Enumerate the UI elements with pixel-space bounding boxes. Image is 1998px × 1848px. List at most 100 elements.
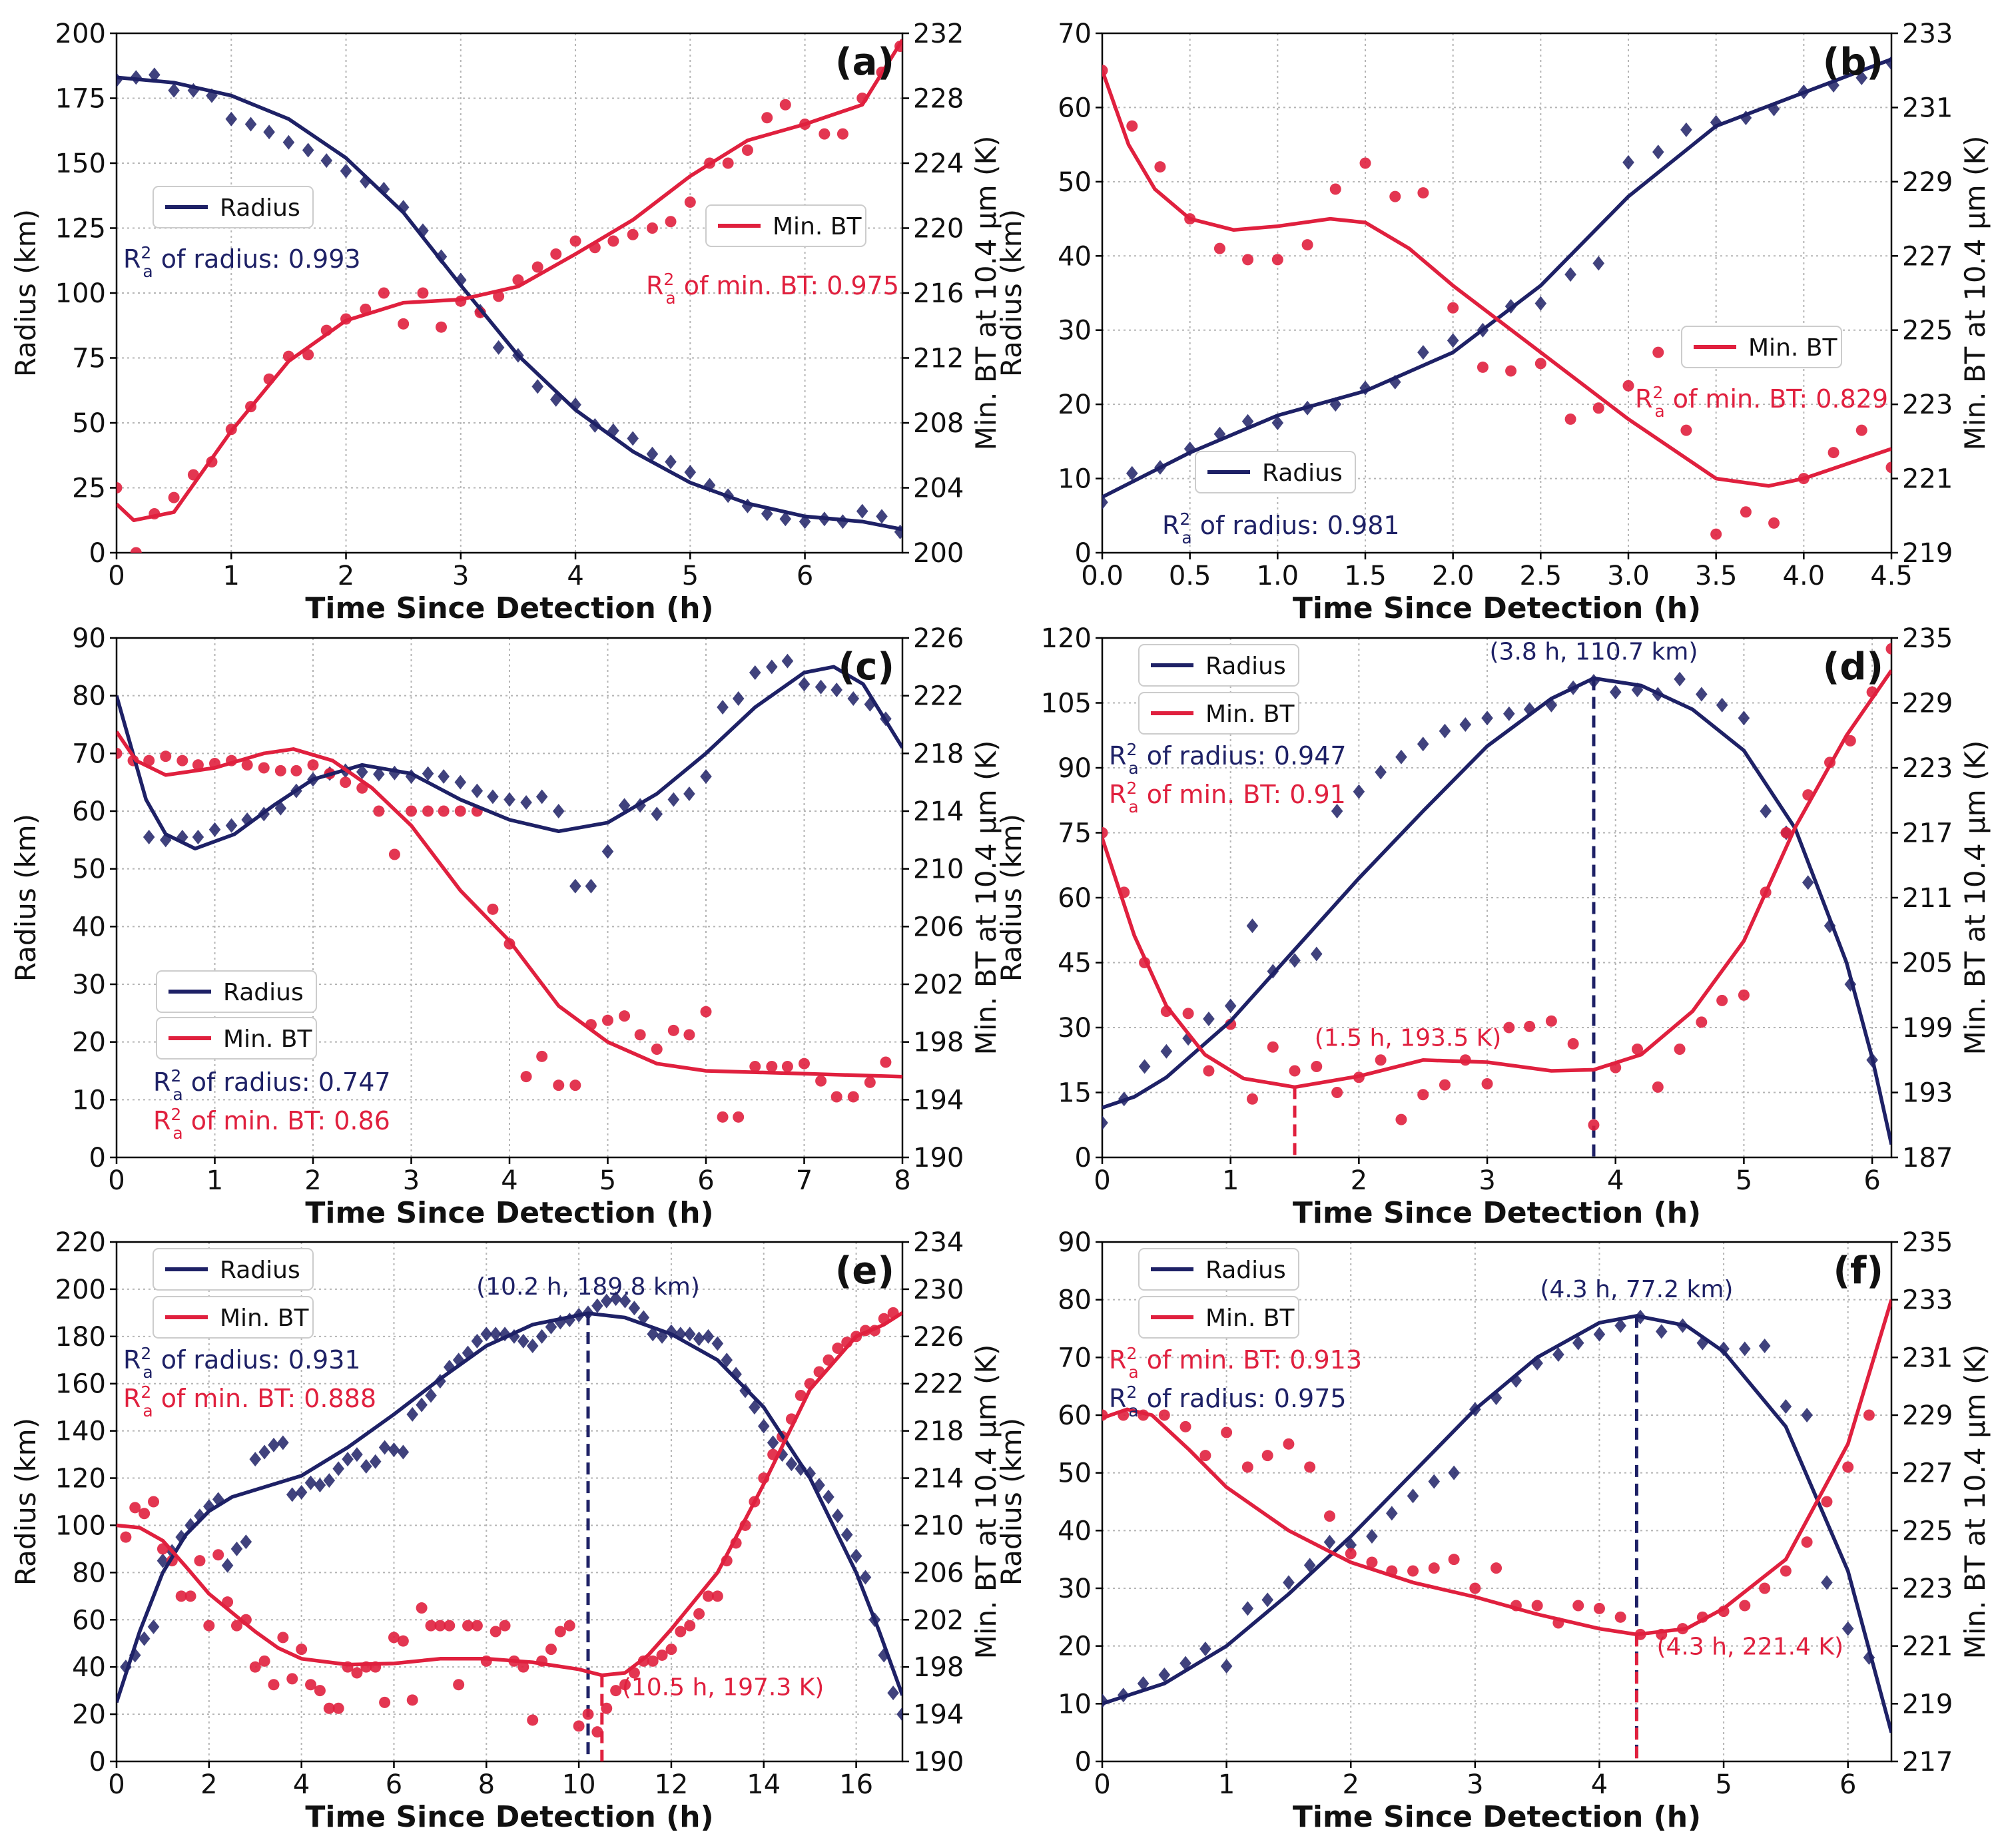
radius-point	[208, 822, 221, 837]
bt-point	[781, 1061, 793, 1072]
bt-point	[434, 1620, 446, 1632]
y-left-tick-label: 140	[55, 1416, 106, 1447]
bt-fit-line	[1102, 669, 1891, 1089]
r2-radius: R2 a of radius: 0.975	[1109, 1383, 1347, 1420]
y-left-tick-label: 20	[72, 1028, 106, 1058]
radius-point	[1855, 70, 1868, 85]
bt-point	[836, 128, 848, 140]
bt-point	[258, 1655, 270, 1667]
y-right-tick-label: 226	[913, 1322, 964, 1353]
radius-point	[244, 117, 257, 132]
radius-peak-label: (4.3 h, 77.2 km)	[1540, 1276, 1733, 1303]
radius-point	[1246, 918, 1259, 934]
bt-min-label: (10.5 h, 197.3 K)	[622, 1674, 825, 1701]
radius-point	[462, 1345, 474, 1361]
y-left-tick-label: 120	[55, 1464, 106, 1494]
plot-area	[1102, 55, 1891, 540]
bt-point	[527, 1714, 539, 1726]
radius-point	[721, 1353, 733, 1368]
radius-point	[1241, 1601, 1254, 1616]
plot-frame	[115, 1241, 904, 1763]
radius-point	[230, 1541, 243, 1556]
bt-point	[1716, 994, 1728, 1006]
legend-label: Min. BT	[220, 1305, 309, 1332]
radius-point	[628, 1301, 641, 1316]
radius-point	[781, 653, 794, 669]
radius-point	[1323, 1534, 1336, 1550]
bt-point	[1182, 1008, 1194, 1020]
y-left-tick-label: 70	[1058, 1343, 1092, 1373]
y-left-axis-label: Radius (km)	[9, 814, 42, 982]
y-right-tick-label: 205	[1902, 948, 1953, 979]
bt-point	[487, 903, 499, 915]
bt-point	[1842, 1461, 1854, 1473]
radius-point	[1459, 717, 1472, 732]
y-left-tick-label: 175	[55, 84, 106, 115]
bt-point	[1271, 254, 1283, 266]
bt-point	[1780, 827, 1792, 838]
radius-point	[1680, 122, 1692, 137]
x-tick-label: 3	[1467, 1769, 1483, 1800]
bt-point	[1855, 424, 1867, 436]
legend-label: Min. BT	[1748, 334, 1837, 362]
bt-point	[462, 1620, 474, 1632]
bt-point	[1359, 157, 1371, 169]
panel-b: 0.0 0.5 1.0 1.5 2.0 2.5 3.0 3.5 4.0 4.5 0 10 20 30 40 5…	[995, 19, 1991, 625]
bt-point	[406, 1694, 418, 1706]
r2-radius: R2 a of radius: 0.931	[123, 1344, 361, 1382]
radius-point	[535, 1329, 548, 1344]
y-left-tick-label: 180	[55, 1322, 106, 1353]
bt-point	[314, 1685, 326, 1697]
radius-point	[1622, 154, 1634, 170]
radius-point	[438, 769, 450, 784]
y-right-tick-label: 231	[1902, 1343, 1953, 1373]
x-tick-label: 1	[223, 561, 240, 591]
radius-point	[1220, 1659, 1233, 1674]
y-right-axis-label: Min. BT at 10.4 μm (K)	[1959, 1345, 1991, 1660]
radius-point	[1417, 345, 1429, 360]
x-tick-label: 12	[654, 1769, 688, 1800]
y-left-tick-label: 10	[72, 1085, 106, 1115]
y-right-axis-label: Min. BT at 10.4 μm (K)	[1959, 741, 1991, 1056]
y-left-tick-label: 100	[55, 278, 106, 309]
radius-point	[263, 125, 275, 140]
bt-point	[1652, 346, 1664, 358]
bt-point	[1241, 1461, 1253, 1473]
y-right-tick-label: 194	[913, 1699, 964, 1730]
x-tick-label: 6	[797, 561, 813, 591]
bt-point	[1828, 447, 1839, 459]
y-right-tick-label: 229	[1902, 1400, 1953, 1431]
y-right-tick-label: 233	[1902, 1285, 1953, 1316]
bt-point	[176, 755, 188, 767]
radius-point	[480, 1327, 493, 1342]
y-left-axis-label: Radius (km)	[995, 814, 1028, 982]
bt-point	[1283, 1438, 1295, 1450]
panel-label: (a)	[835, 41, 894, 84]
radius-point	[490, 1327, 501, 1342]
bt-point	[702, 1590, 714, 1602]
bt-point	[416, 1602, 428, 1614]
y-right-tick-label: 223	[1902, 390, 1953, 420]
y-left-tick-label: 0	[89, 538, 106, 569]
radius-point	[503, 792, 515, 807]
bt-point	[1885, 643, 1891, 655]
radius-point	[601, 844, 614, 859]
radius-point	[360, 1458, 372, 1474]
y-right-tick-label: 193	[1902, 1078, 1953, 1109]
radius-point	[454, 774, 467, 790]
bt-point	[573, 1720, 585, 1732]
y-left-axis-label: Radius (km)	[995, 209, 1028, 377]
bt-point	[610, 1685, 622, 1697]
bt-point	[1102, 827, 1108, 838]
bt-point	[1311, 1061, 1323, 1072]
bt-point	[831, 1091, 842, 1103]
x-tick-label: 8	[894, 1165, 910, 1196]
radius-point	[1386, 1506, 1398, 1521]
radius-point	[258, 1444, 270, 1460]
radius-point	[221, 1558, 234, 1573]
radius-point	[1531, 1356, 1543, 1371]
radius-point	[526, 1339, 539, 1353]
bt-point	[1844, 735, 1856, 747]
radius-point	[545, 1319, 557, 1335]
bt-point	[1680, 424, 1692, 436]
